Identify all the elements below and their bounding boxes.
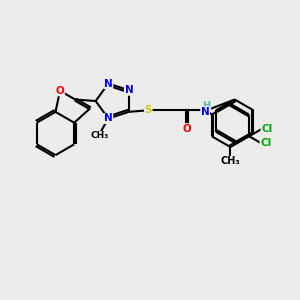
Text: Cl: Cl [261,124,272,134]
Text: N: N [124,85,133,95]
Text: N: N [201,107,209,117]
Text: H: H [202,101,211,111]
Text: N: N [104,79,113,88]
Text: O: O [56,86,64,96]
Text: N: N [104,113,113,124]
Text: S: S [145,105,152,115]
Text: CH₃: CH₃ [90,131,108,140]
Text: O: O [183,124,192,134]
Text: CH₃: CH₃ [220,156,240,166]
Text: Cl: Cl [260,138,272,148]
